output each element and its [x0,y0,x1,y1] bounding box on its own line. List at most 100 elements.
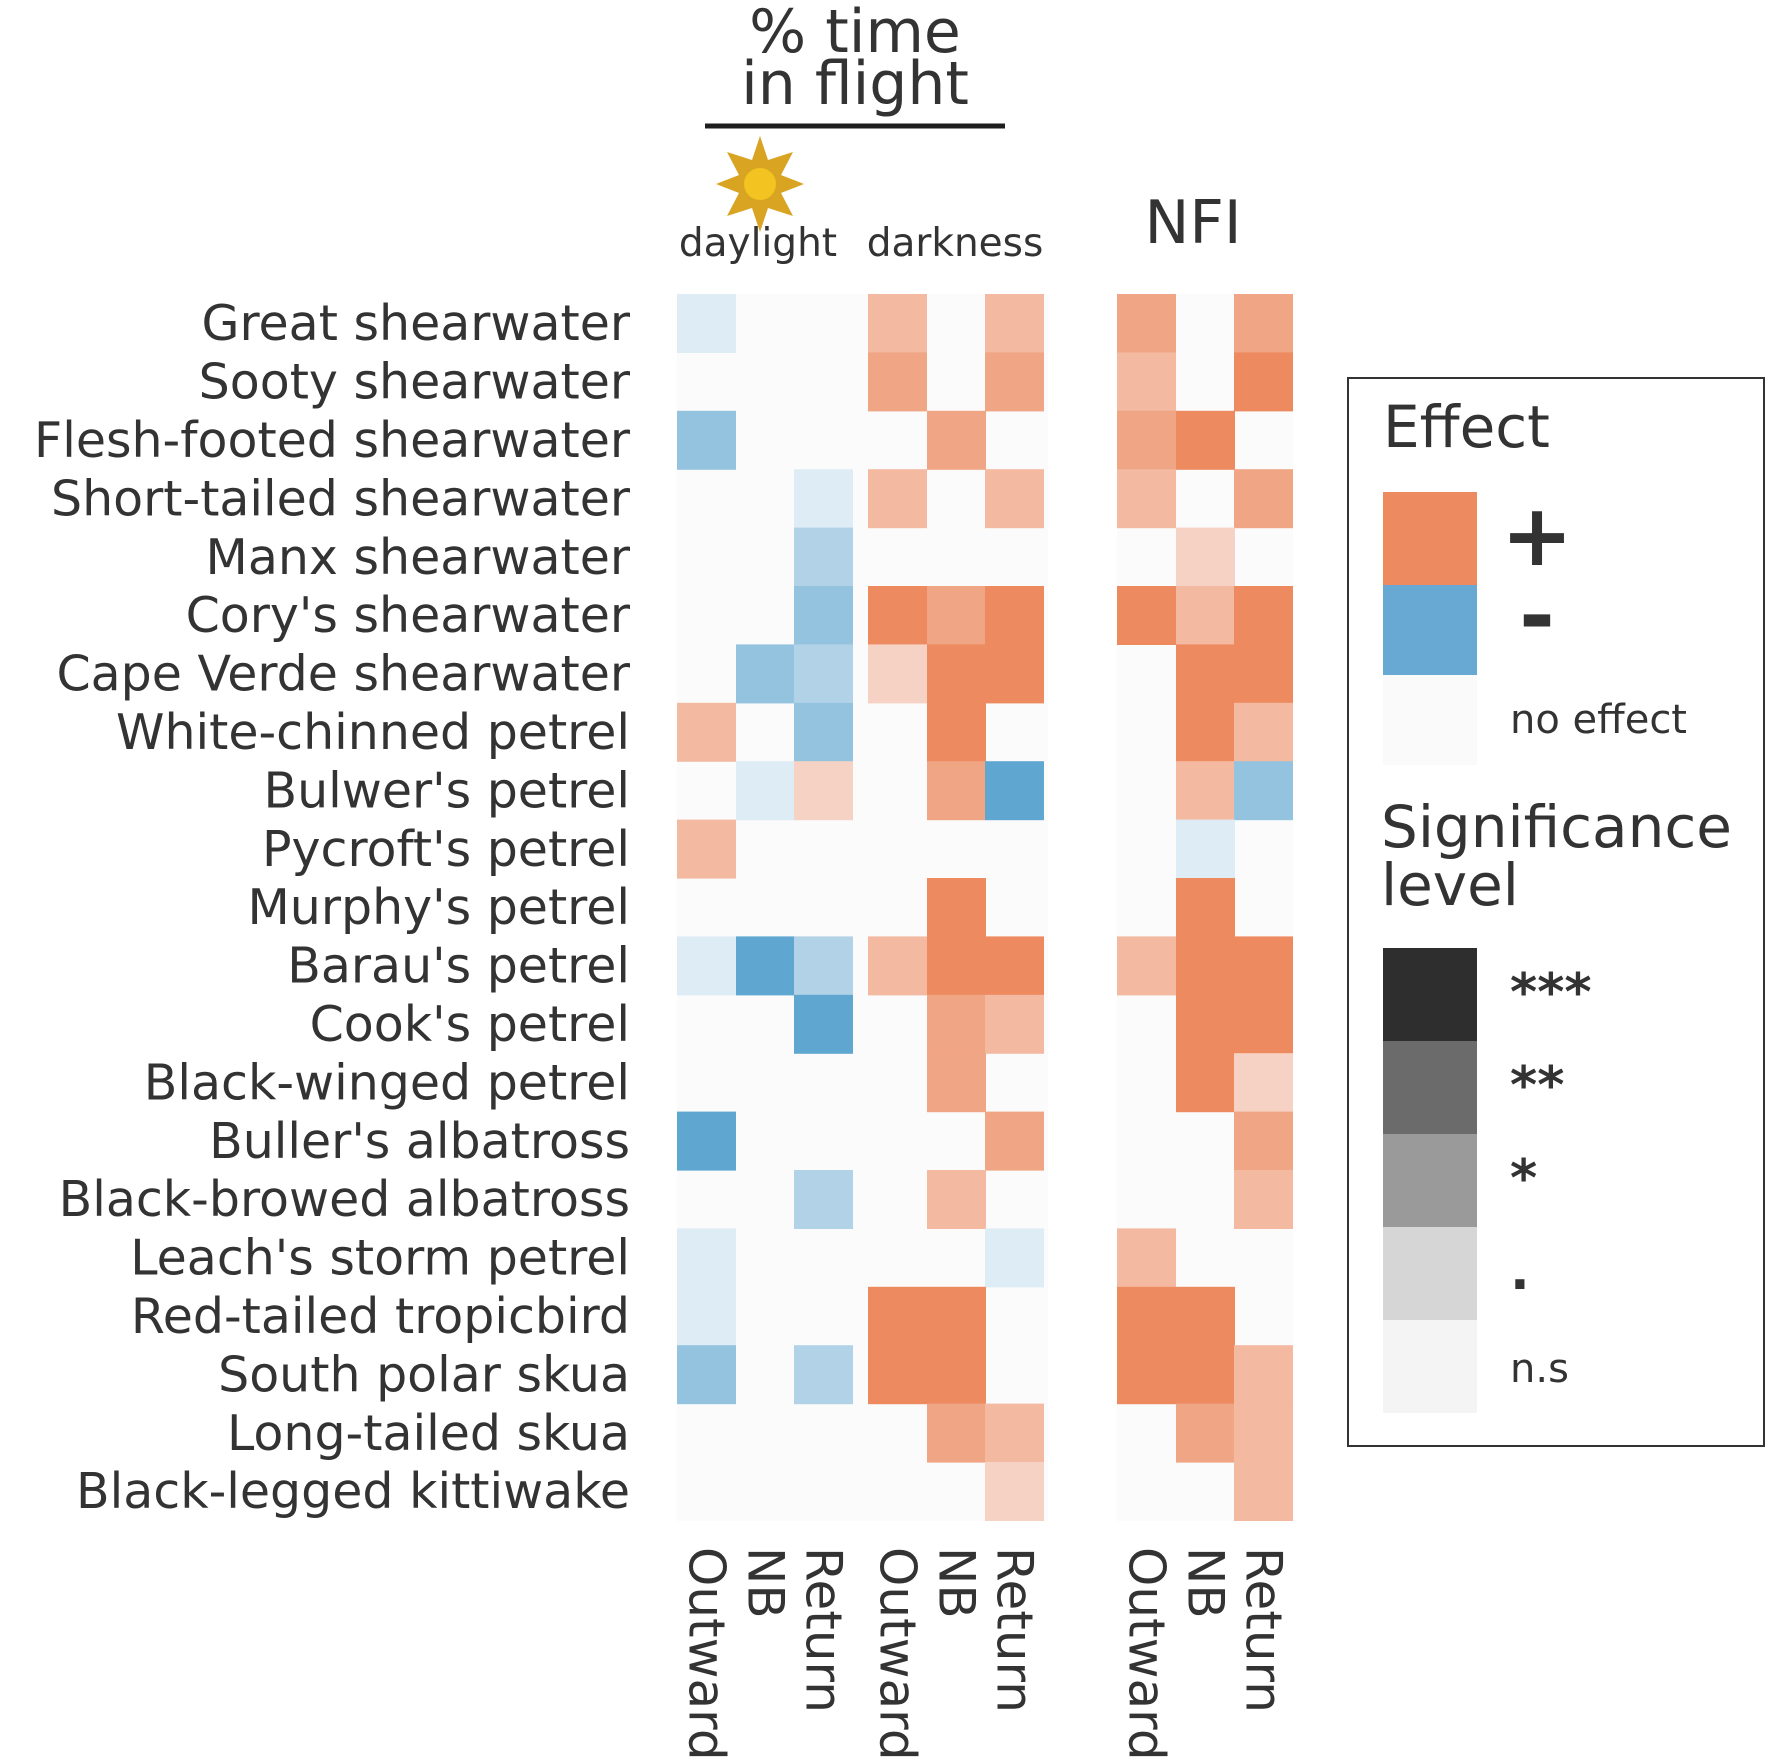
column-label: NB [737,1547,795,1619]
heatmap-cell [1234,761,1293,821]
heatmap-cell [985,1111,1044,1171]
heatmap-cell [1234,702,1293,762]
legend-negative-swatch [1383,585,1477,675]
heatmap-cell [927,936,986,996]
significance-label: . [1510,1242,1530,1302]
heatmap-cell [794,702,853,762]
heatmap-cell [985,644,1044,704]
species-label: Black-winged petrel [144,1054,630,1111]
column-label: Outward [869,1547,927,1761]
heatmap-cell [927,410,986,470]
significance-swatch [1383,1134,1477,1227]
species-label: Cory's shearwater [186,587,631,644]
significance-swatch [1383,1227,1477,1320]
heatmap-cell [1117,352,1176,412]
species-label: Buller's albatross [209,1113,630,1170]
heatmap-cell [985,1462,1044,1521]
species-label: Manx shearwater [206,529,631,586]
heatmap-cell [794,644,853,704]
heatmap-cell [1176,644,1235,704]
heatmap-cell [1234,994,1293,1054]
heatmap-cell [1176,1053,1235,1113]
heatmap-cell [927,878,986,937]
species-label: South polar skua [218,1346,630,1403]
heatmap-cell [1176,1286,1235,1346]
significance-label: *** [1510,963,1592,1023]
sun-icon [716,136,804,232]
heatmap-cell [868,586,927,645]
legend-significance-title-line1: Significance [1381,793,1732,861]
column-label: NB [928,1547,986,1619]
heatmap-cell [1234,469,1293,529]
heatmap-cell [868,352,927,412]
legend-minus-label: - [1519,566,1555,666]
heatmap-cell [677,1345,736,1405]
significance-swatch [1383,948,1477,1041]
heatmap-cell [794,586,853,645]
species-label: Short-tailed shearwater [51,470,631,527]
title-line2: in flight [741,49,969,119]
nfi-label: NFI [1144,188,1241,258]
heatmap-cell [1234,294,1293,353]
heatmap-cell [794,761,853,821]
heatmap-cell [677,294,736,353]
heatmap-cell [985,761,1044,821]
heatmap-cell [1176,936,1235,996]
heatmap-cell [1117,936,1176,996]
heatmap-cell [868,936,927,996]
legend-plus-label: + [1501,486,1573,586]
heatmap-cells [677,294,1293,1521]
legend-effect-title: Effect [1383,393,1550,461]
legend-positive-swatch [1383,492,1477,585]
significance-label: ** [1510,1056,1564,1116]
heatmap-cell [1117,1345,1176,1405]
species-label: Great shearwater [201,295,630,352]
heatmap-cell [927,994,986,1054]
heatmap-cell [985,586,1044,645]
species-label: Bulwer's petrel [263,762,630,819]
species-label: Long-tailed skua [227,1405,630,1462]
significance-scale: ******.n.s [1383,948,1592,1413]
heatmap-cell [677,936,736,996]
moon-icon [941,146,975,208]
heatmap-cell [677,819,736,879]
heatmap-cell [927,586,986,645]
heatmap-cell [1176,410,1235,470]
species-label: Red-tailed tropicbird [131,1288,630,1345]
heatmap-cell [927,1286,986,1346]
heatmap-cell [927,644,986,704]
heatmap-cell [794,936,853,996]
column-label: Outward [1118,1547,1176,1761]
heatmap-cell [1176,527,1235,587]
species-label: Murphy's petrel [247,879,630,936]
heatmap-cell [927,761,986,821]
heatmap-cell [736,644,795,704]
legend-no-effect-label: no effect [1510,697,1687,743]
legend-significance-title-line2: level [1381,851,1519,919]
significance-label: n.s [1510,1346,1569,1392]
species-label: Cape Verde shearwater [56,646,630,703]
heatmap-cell [1234,1403,1293,1463]
heatmap-cell [1176,1403,1235,1463]
legend-no-effect-swatch [1383,675,1477,765]
heatmap-cell [1176,878,1235,937]
heatmap-cell [1234,936,1293,996]
heatmap-cell [677,1111,736,1171]
heatmap-cell [927,1170,986,1229]
heatmap-cell [736,936,795,996]
heatmap-cell [927,1403,986,1463]
species-label: Pycroft's petrel [262,821,630,878]
heatmap-cell [1176,819,1235,879]
heatmap-cell [927,702,986,762]
heatmap-cell [868,644,927,704]
heatmap-cell [985,352,1044,412]
heatmap-cell [1234,586,1293,645]
column-labels: Outward NB Return Outward NB Return Outward NB R… [678,1547,1293,1761]
heatmap-cell [794,1170,853,1229]
heatmap-cell [1117,469,1176,529]
heatmap-cell [868,1286,927,1346]
heatmap-cell [985,469,1044,529]
heatmap-cell [677,702,736,762]
heatmap-cell [1176,761,1235,821]
